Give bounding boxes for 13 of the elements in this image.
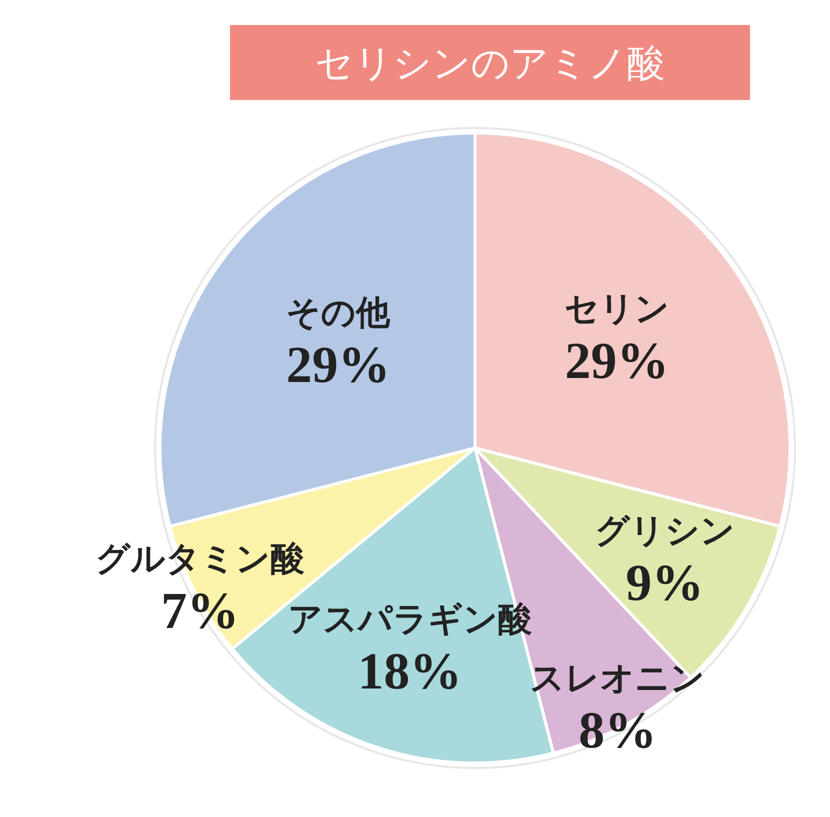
data-label: 29% xyxy=(286,336,390,394)
slice-label: その他 xyxy=(286,294,392,332)
data-label: 8% xyxy=(578,702,657,760)
slice-label: グルタミン酸 xyxy=(95,541,304,578)
data-label: 9% xyxy=(626,555,704,612)
slice-label: スレオニン xyxy=(530,660,706,698)
data-label: 18% xyxy=(358,644,462,701)
data-label: 29% xyxy=(564,332,669,390)
chart-title: セリシンのアミノ酸 xyxy=(315,43,665,85)
slice-label: アスパラギン酸 xyxy=(288,602,532,639)
data-label: 7% xyxy=(160,583,239,640)
slice-label: セリン xyxy=(564,290,670,328)
slice-label: グリシン xyxy=(594,513,735,550)
